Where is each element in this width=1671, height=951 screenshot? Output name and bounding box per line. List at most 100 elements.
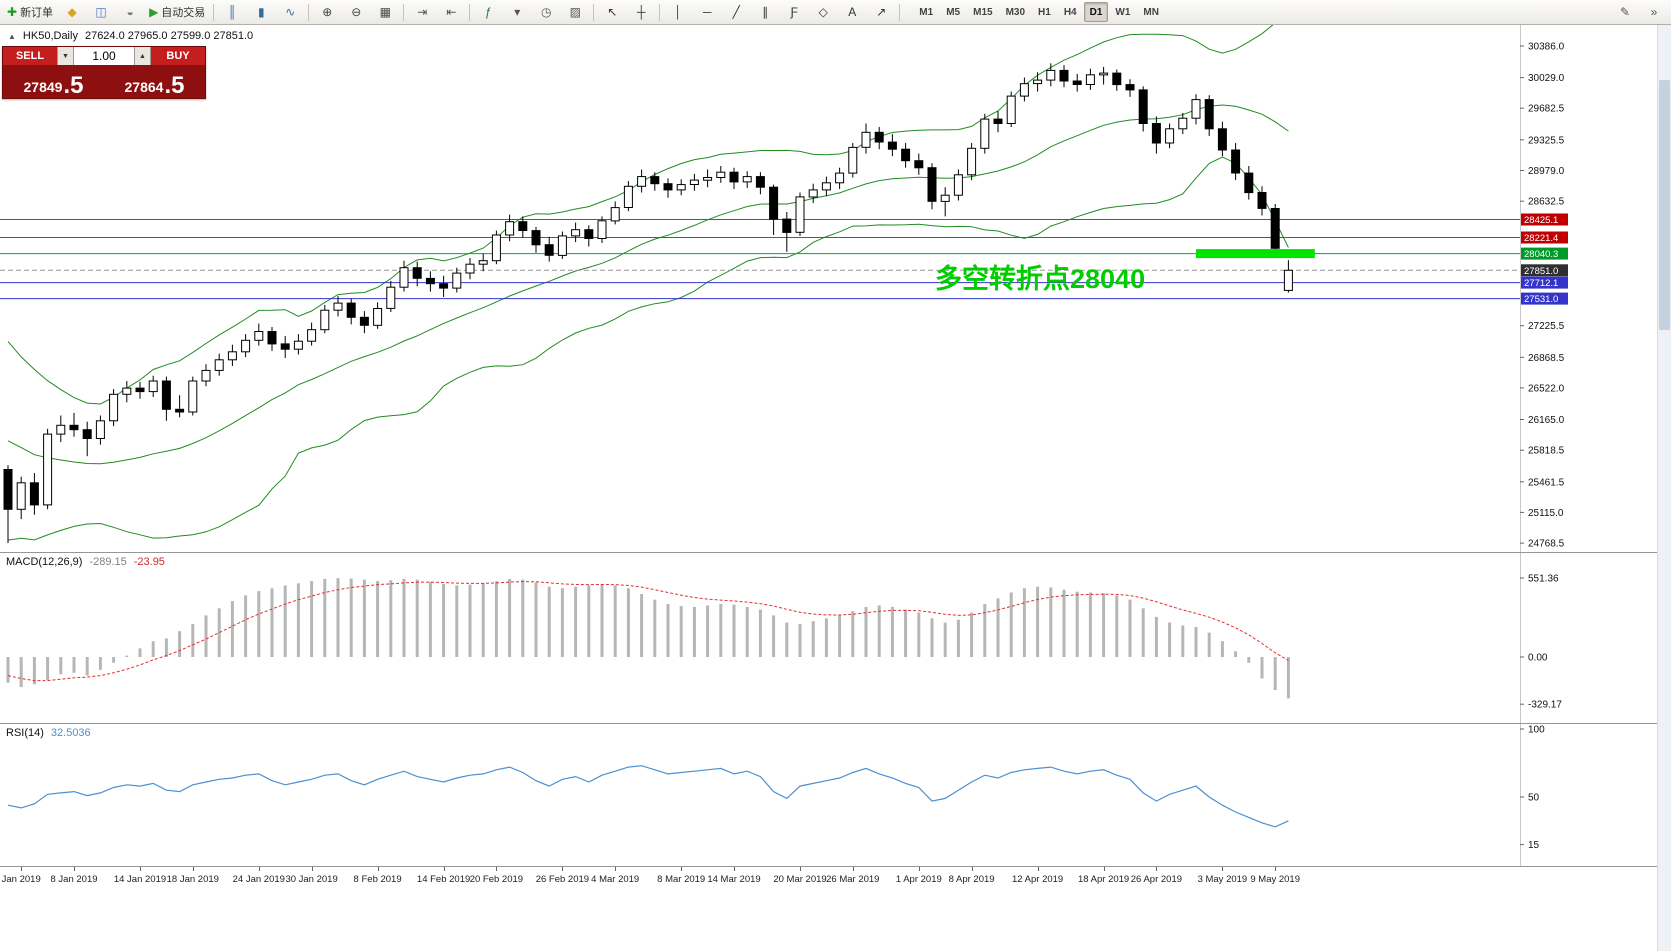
price-tag bbox=[1521, 247, 1568, 260]
rsi-chart[interactable]: 100 50 15 bbox=[0, 724, 1671, 866]
buy-button[interactable]: BUY bbox=[151, 47, 205, 65]
channel-button[interactable]: ∥ bbox=[751, 1, 779, 23]
templates-icon: ▨ bbox=[569, 5, 581, 19]
candle bbox=[914, 160, 924, 169]
crosshair-button[interactable]: ┼ bbox=[627, 1, 655, 23]
candle bbox=[425, 277, 435, 285]
price-axis-label: 26165.0 bbox=[1528, 415, 1565, 426]
timeframe-m30-button[interactable]: M30 bbox=[1005, 6, 1026, 18]
candle bbox=[1033, 79, 1043, 85]
date-axis-label: 14 Feb 2019 bbox=[416, 874, 471, 885]
timeframe-d1-button[interactable]: D1 bbox=[1083, 2, 1109, 22]
candle bbox=[241, 339, 251, 353]
tile-windows-button[interactable]: ▦ bbox=[371, 1, 399, 23]
fibonacci-button[interactable]: Ƒ bbox=[780, 1, 808, 23]
chart-annotation-text[interactable]: 多空转折点28040 bbox=[935, 264, 1146, 294]
date-tick bbox=[192, 867, 194, 871]
symbol-name: HK50,Daily bbox=[22, 30, 78, 42]
volume-input[interactable] bbox=[74, 47, 134, 65]
templates-button[interactable]: ▨ bbox=[561, 1, 589, 23]
candle bbox=[175, 408, 185, 413]
price-chart[interactable]: 30386.0 30029.0 29682.5 29325.5 28979.0 28632… bbox=[0, 25, 1671, 552]
text-label-button[interactable]: A bbox=[838, 1, 866, 23]
indicators-dropdown-button[interactable]: ▾ bbox=[503, 1, 531, 23]
autotrading-button[interactable]: ▶ 自动交易 bbox=[145, 1, 209, 23]
text-label-icon: A bbox=[848, 5, 857, 19]
macd-panel[interactable]: 551.36 0.00 -329.17 MACD(12,26,9) -289.15 … bbox=[0, 553, 1671, 724]
candle bbox=[491, 234, 501, 262]
candle bbox=[148, 380, 158, 393]
price-tag bbox=[1521, 213, 1568, 226]
timeframe-m1-button[interactable]: M1 bbox=[919, 6, 934, 18]
channel-icon: ∥ bbox=[762, 5, 769, 19]
chart-shift-button[interactable]: ⇤ bbox=[437, 1, 465, 23]
periods-dropdown-button[interactable]: ◷ bbox=[532, 1, 560, 23]
sell-button[interactable]: SELL bbox=[3, 47, 57, 65]
candle bbox=[412, 267, 422, 279]
candle bbox=[307, 329, 317, 342]
tile-windows-icon: ▦ bbox=[379, 5, 391, 19]
toolbar-separator bbox=[308, 3, 310, 21]
date-tick bbox=[140, 867, 141, 871]
candle bbox=[333, 302, 343, 311]
timeframe-h4-button[interactable]: H4 bbox=[1063, 6, 1077, 18]
zoom-out-button[interactable]: ⊖ bbox=[342, 1, 370, 23]
horizontal-line-button[interactable]: ─ bbox=[693, 1, 721, 23]
date-axis-label: 8 Mar 2019 bbox=[657, 874, 706, 885]
candle bbox=[663, 183, 673, 191]
price-tag bbox=[1521, 276, 1568, 289]
timeframe-m5-button[interactable]: M5 bbox=[946, 6, 961, 18]
price-axis-label: 30029.0 bbox=[1528, 73, 1565, 84]
timeframe-group: M1 M5 M15 M30 H1 H4 D1 W1 MN bbox=[913, 2, 1165, 22]
volume-decrease-button[interactable]: ▼ bbox=[57, 47, 74, 65]
price-axis-label: 25461.5 bbox=[1528, 477, 1565, 488]
candle bbox=[1270, 208, 1280, 249]
line-chart-button[interactable]: ∿ bbox=[276, 1, 304, 23]
edit-templates-icon: ✎ bbox=[1619, 5, 1631, 19]
candle bbox=[1099, 72, 1109, 76]
edit-templates-button[interactable]: ✎ bbox=[1611, 1, 1639, 23]
cursor-button[interactable]: ↖ bbox=[598, 1, 626, 23]
market-watch-button[interactable]: ◆ bbox=[58, 1, 86, 23]
buy-price[interactable]: 27864 .5 bbox=[104, 65, 205, 98]
toolbar-overflow-button[interactable]: » bbox=[1640, 1, 1668, 23]
main-chart-panel[interactable]: 30386.0 30029.0 29682.5 29325.5 28979.0 28632… bbox=[0, 25, 1671, 553]
date-axis-label: 9 May 2019 bbox=[1250, 874, 1301, 885]
candle bbox=[1151, 123, 1161, 144]
shapes-button[interactable]: ◇ bbox=[809, 1, 837, 23]
bollinger-middle-band bbox=[7, 104, 1289, 465]
scrollbar-thumb[interactable] bbox=[1659, 80, 1670, 330]
sell-price[interactable]: 27849 .5 bbox=[3, 65, 104, 98]
data-window-button[interactable]: ◫ bbox=[87, 1, 115, 23]
auto-scroll-button[interactable]: ⇥ bbox=[408, 1, 436, 23]
timeframe-mn-button[interactable]: MN bbox=[1143, 6, 1159, 18]
date-tick bbox=[1037, 867, 1039, 871]
zoom-in-button[interactable]: ⊕ bbox=[313, 1, 341, 23]
periods-dropdown-icon: ◷ bbox=[541, 5, 552, 19]
date-axis: Jan 2019 8 Jan 2019 14 Jan 2019 18 Jan 2019… bbox=[0, 867, 1671, 951]
indicators-button[interactable]: ƒ bbox=[474, 1, 502, 23]
volume-increase-button[interactable]: ▲ bbox=[134, 47, 151, 65]
symbol-ohlc: 27624.0 27965.0 27599.0 27851.0 bbox=[84, 30, 254, 42]
bars-chart-button[interactable]: ║ bbox=[218, 1, 246, 23]
trendline-button[interactable]: ╱ bbox=[722, 1, 750, 23]
new-order-button[interactable]: ✚ 新订单 bbox=[3, 1, 57, 23]
candles-chart-button[interactable]: ▮ bbox=[247, 1, 275, 23]
vertical-line-button[interactable]: │ bbox=[664, 1, 692, 23]
macd-chart[interactable]: 551.36 0.00 -329.17 bbox=[0, 553, 1671, 723]
price-tag bbox=[1521, 231, 1568, 244]
highlight-level-bar[interactable] bbox=[1196, 249, 1315, 259]
timeframe-w1-button[interactable]: W1 bbox=[1115, 6, 1131, 18]
terminal-button[interactable]: ◒ bbox=[116, 1, 144, 23]
candle bbox=[689, 179, 699, 186]
vertical-line-icon: │ bbox=[674, 5, 683, 19]
date-axis-label: 3 May 2019 bbox=[1197, 874, 1248, 885]
candle bbox=[716, 171, 726, 178]
rsi-panel[interactable]: 100 50 15 RSI(14) 32.5036 bbox=[0, 724, 1671, 867]
arrows-button[interactable]: ↗ bbox=[867, 1, 895, 23]
timeframe-h1-button[interactable]: H1 bbox=[1038, 6, 1051, 18]
arrows-icon: ↗ bbox=[876, 5, 887, 19]
date-tick bbox=[852, 867, 854, 871]
vertical-scrollbar[interactable] bbox=[1657, 25, 1671, 951]
timeframe-m15-button[interactable]: M15 bbox=[973, 6, 993, 18]
